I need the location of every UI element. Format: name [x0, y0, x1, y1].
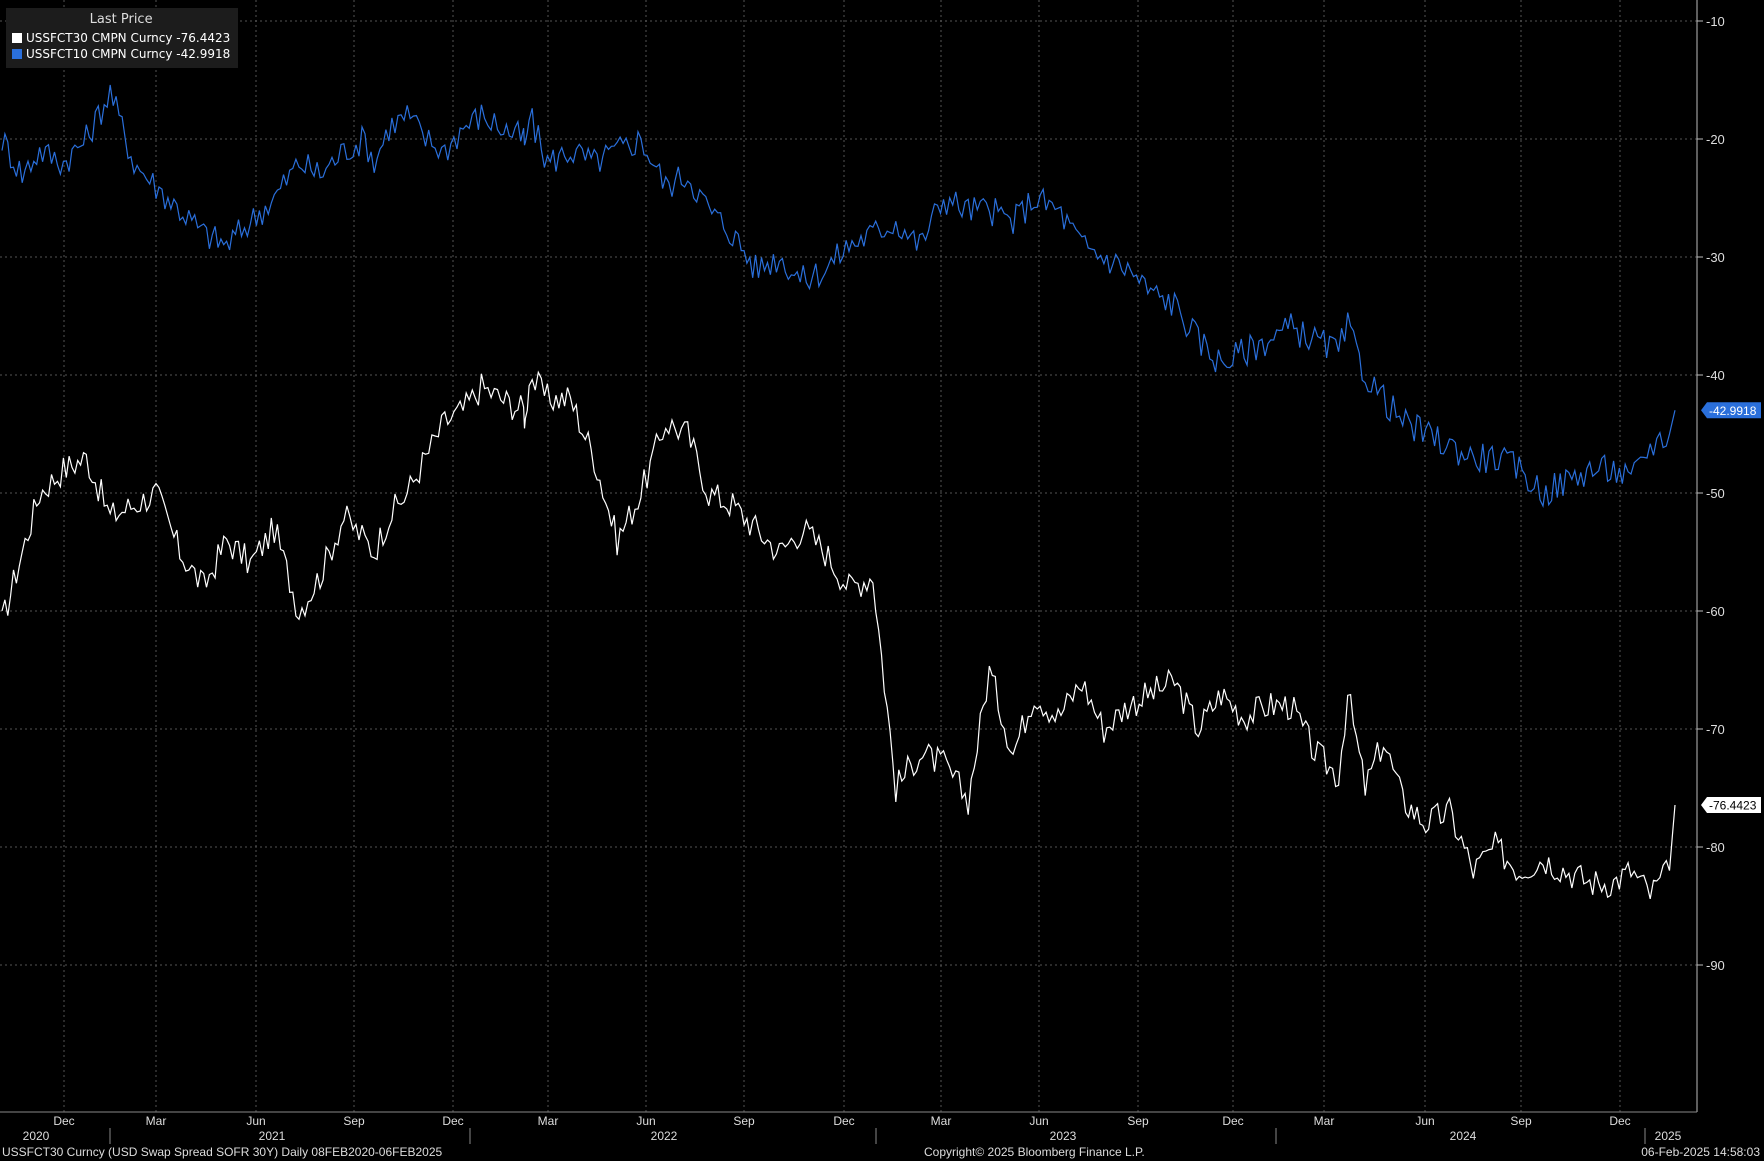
- legend-item-10y: USSFCT10 CMPN Curncy -42.9918: [12, 46, 230, 62]
- y-tick-label: -20: [1706, 132, 1725, 147]
- footer-timestamp: 06-Feb-2025 14:58:03: [1641, 1145, 1760, 1159]
- series-line-30y: [1, 370, 1676, 900]
- legend-swatch-30y: [12, 33, 22, 43]
- x-year-label: 2022: [651, 1129, 678, 1143]
- legend: Last Price USSFCT30 CMPN Curncy -76.4423…: [6, 8, 239, 68]
- x-year-label: 2025: [1655, 1129, 1682, 1143]
- x-year-label: 2021: [259, 1129, 286, 1143]
- last-value-flag-30y-label: -76.4423: [1709, 799, 1757, 813]
- x-month-label: Sep: [733, 1114, 755, 1128]
- x-month-label: Sep: [343, 1114, 365, 1128]
- x-month-label: Jun: [246, 1114, 265, 1128]
- legend-label-30y: USSFCT30 CMPN Curncy -76.4423: [26, 31, 231, 45]
- footer-description: USSFCT30 Curncy (USD Swap Spread SOFR 30…: [2, 1145, 443, 1159]
- y-tick-label: -50: [1706, 486, 1725, 501]
- x-month-label: Sep: [1510, 1114, 1532, 1128]
- x-month-label: Jun: [1415, 1114, 1434, 1128]
- last-value-flag-10y-bg: [1701, 402, 1761, 419]
- legend-label-10y: USSFCT10 CMPN Curncy -42.9918: [26, 47, 231, 61]
- series-line-10y: [1, 84, 1676, 509]
- x-month-label: Dec: [1222, 1114, 1243, 1128]
- x-year-label: 2020: [23, 1129, 50, 1143]
- x-month-label: Mar: [1314, 1114, 1335, 1128]
- x-month-label: Jun: [636, 1114, 655, 1128]
- x-year-label: 2024: [1450, 1129, 1477, 1143]
- y-tick-label: -60: [1706, 604, 1725, 619]
- x-month-label: Jun: [1029, 1114, 1048, 1128]
- legend-item-30y: USSFCT30 CMPN Curncy -76.4423: [12, 30, 230, 46]
- last-value-flag-10y-label: -42.9918: [1709, 404, 1757, 418]
- x-month-label: Mar: [538, 1114, 559, 1128]
- x-month-label: Mar: [146, 1114, 167, 1128]
- x-year-label: 2023: [1050, 1129, 1077, 1143]
- y-tick-label: -80: [1706, 840, 1725, 855]
- y-tick-label: -90: [1706, 958, 1725, 973]
- y-tick-label: -70: [1706, 722, 1725, 737]
- legend-header: Last Price: [89, 12, 153, 27]
- x-month-label: Dec: [833, 1114, 854, 1128]
- x-month-label: Dec: [442, 1114, 463, 1128]
- legend-swatch-10y: [12, 49, 22, 59]
- footer-copyright: Copyright© 2025 Bloomberg Finance L.P.: [924, 1145, 1145, 1159]
- last-value-flag-30y-bg: [1701, 797, 1761, 814]
- x-month-label: Mar: [931, 1114, 952, 1128]
- y-tick-label: -10: [1706, 14, 1725, 29]
- x-month-label: Sep: [1127, 1114, 1149, 1128]
- y-tick-label: -30: [1706, 250, 1725, 265]
- y-tick-label: -40: [1706, 368, 1725, 383]
- x-month-label: Dec: [53, 1114, 74, 1128]
- x-month-label: Dec: [1609, 1114, 1630, 1128]
